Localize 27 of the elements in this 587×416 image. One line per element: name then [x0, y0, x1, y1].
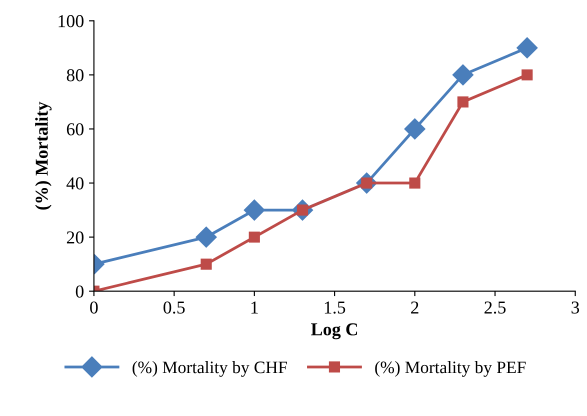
x-tick-label: 0.5: [164, 301, 185, 314]
y-tick-label: 20: [66, 231, 84, 244]
x-tick-label: 3: [572, 301, 580, 314]
point: [516, 37, 538, 58]
y-tick-label: 40: [66, 177, 84, 190]
x-tick-label: 1: [251, 302, 258, 314]
point: [200, 258, 212, 270]
point: [196, 226, 217, 248]
point: [457, 96, 469, 108]
x-axis-title: Log C: [311, 323, 358, 340]
point: [522, 69, 533, 80]
point: [452, 64, 474, 86]
y-tick-label: 0: [76, 285, 84, 298]
point: [409, 177, 420, 189]
x-tick-label: 2: [411, 301, 418, 314]
x-tick-label: 0: [90, 301, 98, 314]
y-tick-label: 100: [58, 15, 84, 28]
legend-label: (%) Mortality by PEF: [375, 361, 526, 377]
legend-label: (%) Mortality by CHF: [132, 361, 287, 377]
y-tick-label: 80: [66, 69, 84, 82]
x-tick-label: 1.5: [324, 302, 346, 314]
y-tick-label: 60: [66, 123, 84, 136]
point: [248, 232, 260, 243]
point: [244, 200, 265, 221]
x-tick-label: 2.5: [484, 301, 506, 314]
y-axis-title: (%) Mortality: [35, 102, 52, 210]
point: [404, 118, 426, 140]
